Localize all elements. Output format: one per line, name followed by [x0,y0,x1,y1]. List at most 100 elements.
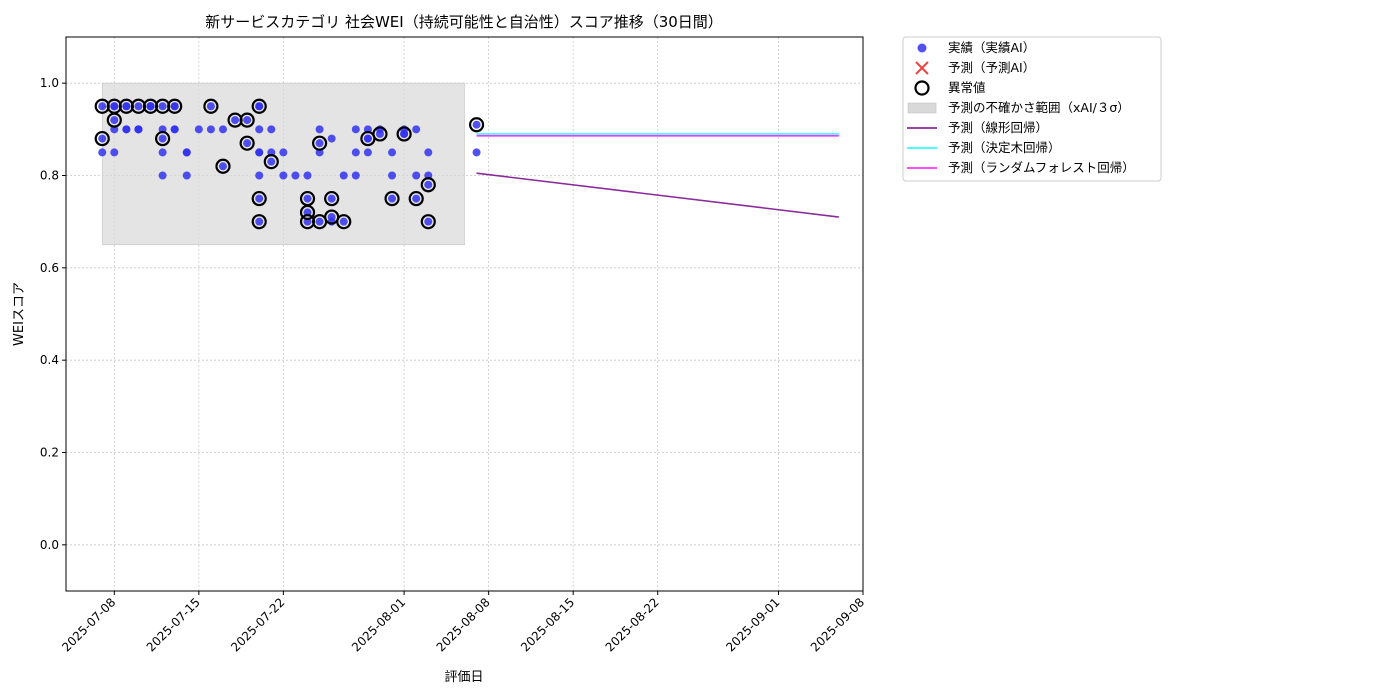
anomaly-ring [215,158,231,174]
actual-point [412,125,421,134]
legend-item: 予測（決定木回帰） [907,140,1061,155]
actual-point [255,171,264,180]
actual-point [388,171,397,180]
actual-point [424,180,433,189]
anomaly-ring [384,190,400,207]
legend-item: 異常値 [914,80,986,96]
actual-point [303,194,312,203]
forecast-lines-layer [476,133,839,218]
actual-point [110,116,119,125]
legend-label: 予測（決定木回帰） [948,140,1061,155]
anomaly-ring [372,126,388,142]
actual-point [158,171,167,180]
actual-point [122,125,131,134]
legend-item: 予測（予測AI） [915,60,1035,75]
anomaly-ring [299,204,316,221]
actual-point [243,116,252,125]
anomaly-ring [239,135,255,151]
actual-point [170,125,179,134]
actual-point [315,125,324,134]
actual-point [279,171,288,180]
chart-title: 新サービスカテゴリ 社会WEI（持続可能性と自治性）スコア推移（30日間） [205,13,723,31]
actual-point [388,148,397,157]
actual-point [267,157,276,166]
legend-label: 実績（実績AI） [948,40,1035,55]
actual-point [412,194,421,203]
actual-point [351,148,360,157]
anomaly-ring [251,98,267,114]
actual-point [315,217,324,226]
actual-point [315,139,324,148]
actual-point [339,217,348,226]
actual-point [351,125,360,134]
actual-point [98,134,107,143]
legend-item: 予測（線形回帰） [907,120,1048,135]
legend-box [902,36,1162,182]
y-tick-label: 0.2 [40,446,59,460]
actual-point [388,194,397,203]
legend-marker [915,61,929,75]
legend-label: 予測（線形回帰） [948,120,1048,135]
actual-point [182,148,191,157]
actual-point [218,162,227,171]
actual-point [110,148,119,157]
legend-label: 異常値 [948,80,986,95]
actual-point [424,217,433,226]
legend-item: 予測（ランダムフォレスト回帰） [907,160,1135,175]
anomaly-ring [324,190,340,207]
anomaly-ring [106,112,122,128]
actual-point [255,194,264,203]
actual-point [327,194,336,203]
anomaly-ring [263,154,279,170]
actual-point [472,120,481,129]
actual-point [339,171,348,180]
actual-point [146,102,155,111]
x-axis-label: 評価日 [444,670,483,685]
anomaly-ring [311,135,328,151]
actual-point [110,102,119,111]
legend-label: 予測（ランダムフォレスト回帰） [948,160,1135,175]
actual-point [255,148,264,157]
actual-point [351,171,360,180]
actual-point [255,217,264,226]
legend-item: 実績（実績AI） [917,40,1035,55]
actual-point [194,125,203,134]
actual-point [243,139,252,148]
actual-point [255,125,264,134]
y-tick-label: 0.0 [40,538,59,552]
actual-point [363,134,372,143]
actual-point [98,102,107,111]
legend-marker [914,80,930,96]
actual-point [291,171,300,180]
anomaly-rings-layer [94,98,485,230]
legend-label: 予測（予測AI） [948,60,1035,75]
anomaly-ring [420,214,436,230]
y-axis-label: WEIスコア [12,282,27,346]
actual-point [158,148,167,157]
actual-point [400,129,409,138]
actual-point [472,148,481,157]
actual-point [279,148,288,157]
y-tick-label: 0.6 [40,261,59,275]
forecast-line [476,172,839,218]
anomaly-ring [396,126,412,142]
y-tick-label: 0.8 [40,169,59,183]
legend-label: 予測の不確かさ範囲（xAI/３σ） [948,100,1130,115]
anomaly-ring [167,98,183,114]
legend-item: 予測の不確かさ範囲（xAI/３σ） [907,100,1130,115]
y-tick-label: 1.0 [40,76,59,90]
anomaly-ring [239,112,255,128]
anomaly-ring [155,130,171,147]
actual-point [158,134,167,143]
actual-point [158,102,167,111]
actual-point [327,134,336,143]
actual-point [98,148,107,157]
actual-point [206,102,215,111]
actual-point [303,171,312,180]
anomaly-ring [251,190,267,207]
anomaly-ring [420,177,436,193]
actual-point [363,148,372,157]
plot-frame [65,36,864,592]
legend-marker [917,43,927,53]
